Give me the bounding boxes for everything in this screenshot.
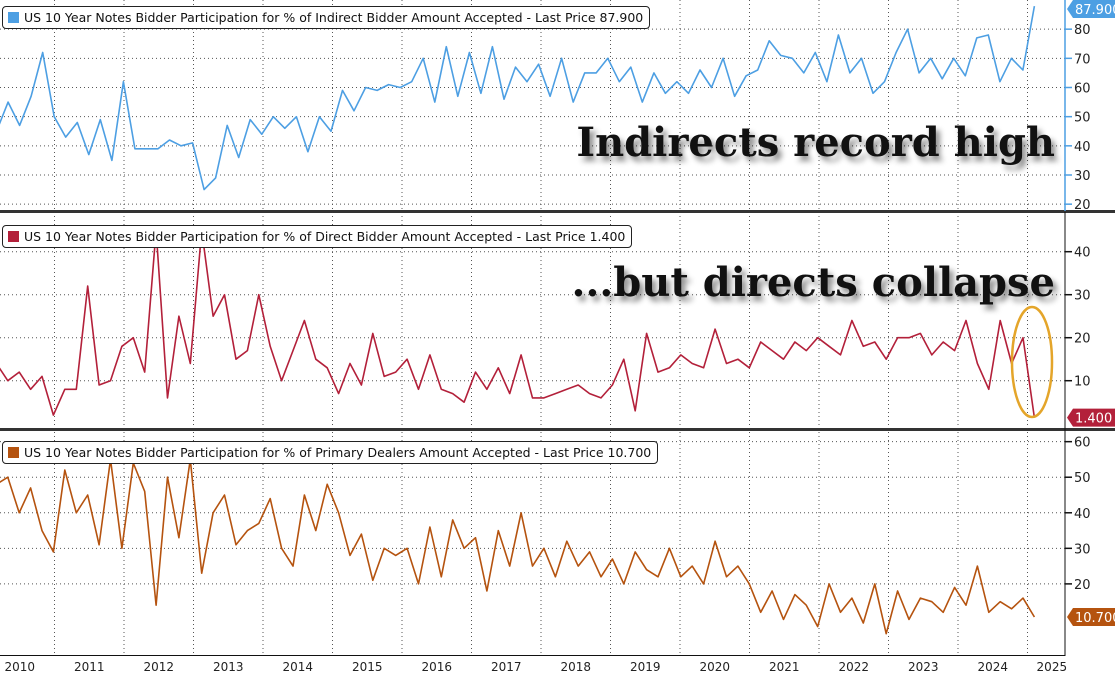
annotation-directs: ...but directs collapse — [571, 259, 1055, 306]
last-price-tag-1: 1.400 — [1067, 408, 1115, 427]
x-tick-label: 2018 — [560, 660, 591, 674]
legend-label-primary: US 10 Year Notes Bidder Participation fo… — [24, 445, 652, 460]
x-tick-label: 2014 — [282, 660, 313, 674]
y-tick-label: 60 — [1074, 82, 1091, 97]
legend-primary: US 10 Year Notes Bidder Participation fo… — [2, 441, 659, 464]
legend-swatch-primary — [8, 447, 19, 458]
last-price-tag-0: 87.900 — [1067, 0, 1115, 18]
last-price-tag-2: 10.700 — [1067, 607, 1115, 626]
y-tick-label: 50 — [1074, 471, 1091, 486]
last-price-badge — [1067, 607, 1115, 626]
y-tick-label: 50 — [1074, 111, 1091, 126]
y-tick-label: 70 — [1074, 52, 1091, 67]
y-tick-label: 30 — [1074, 169, 1091, 184]
y-tick-label: 20 — [1074, 198, 1091, 213]
x-tick-label: 2021 — [769, 660, 800, 674]
annotation-indirects: Indirects record high — [576, 119, 1055, 166]
x-tick-label: 2025 — [1037, 660, 1068, 674]
x-tick-label: 2019 — [630, 660, 661, 674]
series-line-0 — [0, 5, 1036, 191]
x-tick-label: 2024 — [977, 660, 1008, 674]
last-price-label: 87.900 — [1075, 3, 1115, 18]
y-tick-label: 20 — [1074, 578, 1091, 593]
y-tick-label: 20 — [1074, 332, 1091, 347]
x-tick-label: 2022 — [838, 660, 869, 674]
legend-indirect: US 10 Year Notes Bidder Participation fo… — [2, 6, 651, 29]
y-tick-label: 40 — [1074, 140, 1091, 155]
y-tick-label: 80 — [1074, 23, 1091, 38]
x-tick-label: 2015 — [352, 660, 383, 674]
x-tick-label: 2016 — [421, 660, 452, 674]
last-price-label: 1.400 — [1075, 412, 1112, 427]
y-tick-label: 60 — [1074, 436, 1091, 451]
x-tick-label: 2012 — [143, 660, 174, 674]
x-tick-label: 2013 — [213, 660, 244, 674]
y-tick-label: 40 — [1074, 507, 1091, 522]
legend-label-direct: US 10 Year Notes Bidder Participation fo… — [24, 229, 626, 244]
last-price-badge — [1067, 408, 1115, 427]
x-tick-label: 2011 — [74, 660, 105, 674]
y-tick-label: 10 — [1074, 375, 1091, 390]
legend-swatch-direct — [8, 231, 19, 242]
last-price-label: 10.700 — [1075, 611, 1115, 626]
last-price-badge — [1067, 0, 1115, 18]
series-line-2 — [0, 458, 1036, 635]
highlight-ellipse — [1010, 305, 1054, 419]
series-line-1 — [0, 229, 1036, 418]
legend-swatch-indirect — [8, 12, 19, 23]
x-tick-label: 2017 — [491, 660, 522, 674]
x-tick-label: 2020 — [699, 660, 730, 674]
legend-label-indirect: US 10 Year Notes Bidder Participation fo… — [24, 10, 644, 25]
x-tick-label: 2023 — [908, 660, 939, 674]
y-tick-label: 40 — [1074, 246, 1091, 261]
y-tick-label: 30 — [1074, 289, 1091, 304]
legend-direct: US 10 Year Notes Bidder Participation fo… — [2, 225, 633, 248]
x-tick-label: 2010 — [4, 660, 35, 674]
y-tick-label: 30 — [1074, 542, 1091, 557]
